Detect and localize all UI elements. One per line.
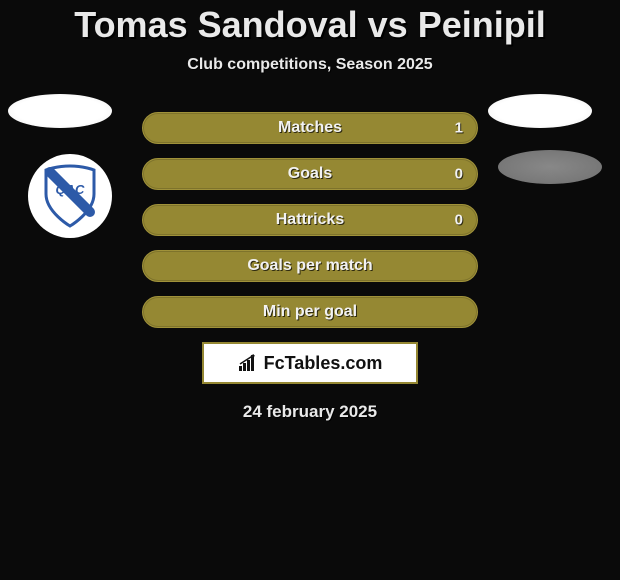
bar-chart-icon	[238, 354, 260, 372]
stat-label: Min per goal	[263, 303, 357, 321]
date-text: 24 february 2025	[0, 402, 620, 422]
stat-bar-goals-per-match: Goals per match	[142, 250, 478, 282]
stat-label: Matches	[278, 119, 342, 137]
stat-bar-goals: Goals 0	[142, 158, 478, 190]
stat-value: 0	[455, 212, 463, 229]
infographic-container: Tomas Sandoval vs Peinipil Club competit…	[0, 0, 620, 422]
stat-bar-hattricks: Hattricks 0	[142, 204, 478, 236]
club-badge-letters: QAC	[56, 182, 86, 197]
player1-avatar-placeholder	[8, 94, 112, 128]
stat-label: Goals	[288, 165, 332, 183]
stat-value: 0	[455, 166, 463, 183]
stat-bar-matches: Matches 1	[142, 112, 478, 144]
stats-section: QAC Matches 1 Goals 0 Hattricks 0 Goals …	[0, 112, 620, 328]
stat-row: Min per goal	[0, 296, 620, 328]
source-logo-text: FcTables.com	[264, 353, 383, 374]
player1-club-badge: QAC	[28, 154, 112, 238]
page-subtitle: Club competitions, Season 2025	[0, 56, 620, 74]
stat-label: Goals per match	[247, 257, 372, 275]
source-logo: FcTables.com	[238, 353, 383, 374]
stat-value: 1	[455, 120, 463, 137]
club-shield-icon: QAC	[42, 164, 98, 228]
stat-row: Goals per match	[0, 250, 620, 282]
source-logo-box: FcTables.com	[202, 342, 418, 384]
player2-avatar-placeholder	[488, 94, 592, 128]
stat-label: Hattricks	[276, 211, 344, 229]
stat-bar-min-per-goal: Min per goal	[142, 296, 478, 328]
player2-club-placeholder	[498, 150, 602, 184]
page-title: Tomas Sandoval vs Peinipil	[0, 4, 620, 46]
